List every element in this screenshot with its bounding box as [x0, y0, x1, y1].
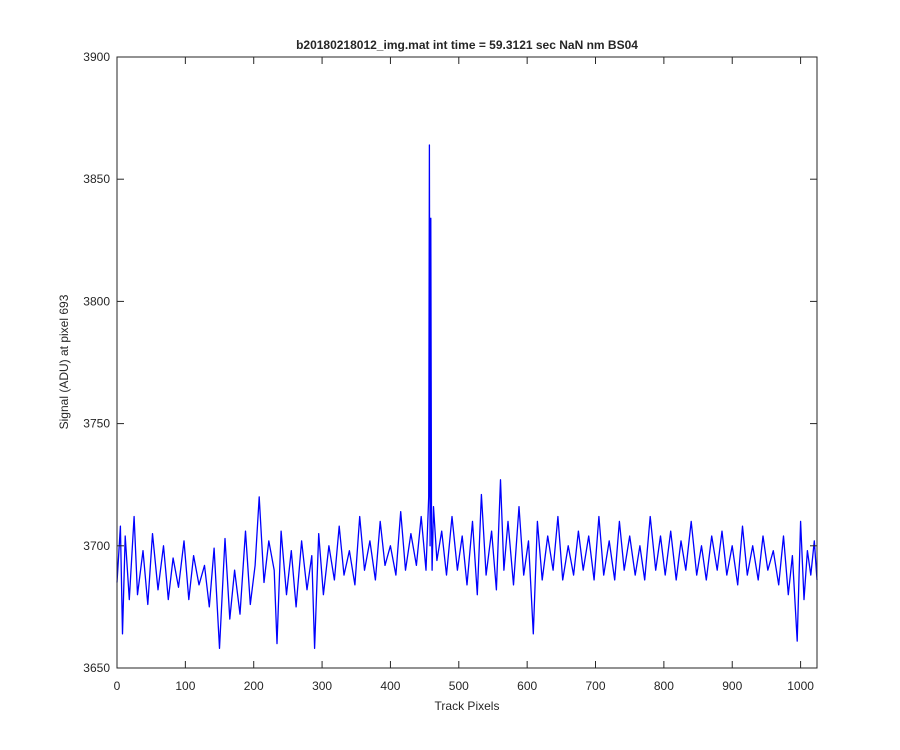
x-tick-label: 200 — [244, 679, 264, 693]
y-tick-label: 3900 — [83, 50, 110, 64]
x-tick-label: 100 — [175, 679, 195, 693]
x-tick-label: 600 — [517, 679, 537, 693]
plot-area — [116, 56, 818, 669]
x-tick-label: 400 — [380, 679, 400, 693]
y-tick-label: 3700 — [83, 539, 110, 553]
x-tick-label: 1000 — [787, 679, 814, 693]
y-axis-label: Signal (ADU) at pixel 693 — [57, 294, 71, 429]
y-tick-label: 3800 — [83, 294, 110, 308]
y-axis: 3650 3700 3750 3800 3850 3900 — [83, 50, 817, 675]
y-tick-label: 3750 — [83, 417, 110, 431]
x-tick-label: 800 — [654, 679, 674, 693]
x-tick-label: 500 — [449, 679, 469, 693]
series-line-0 — [116, 144, 818, 650]
x-tick-label: 300 — [312, 679, 332, 693]
x-tick-label: 0 — [114, 679, 121, 693]
y-tick-label: 3650 — [83, 661, 110, 675]
x-tick-label: 700 — [586, 679, 606, 693]
x-axis: 0 100 200 300 400 500 600 700 800 900 1000 — [114, 57, 814, 693]
chart-title: b20180218012_img.mat int time = 59.3121 … — [296, 38, 638, 52]
y-tick-label: 3850 — [83, 172, 110, 186]
axes-box — [116, 56, 818, 669]
x-axis-label: Track Pixels — [435, 699, 500, 713]
x-tick-label: 900 — [722, 679, 742, 693]
